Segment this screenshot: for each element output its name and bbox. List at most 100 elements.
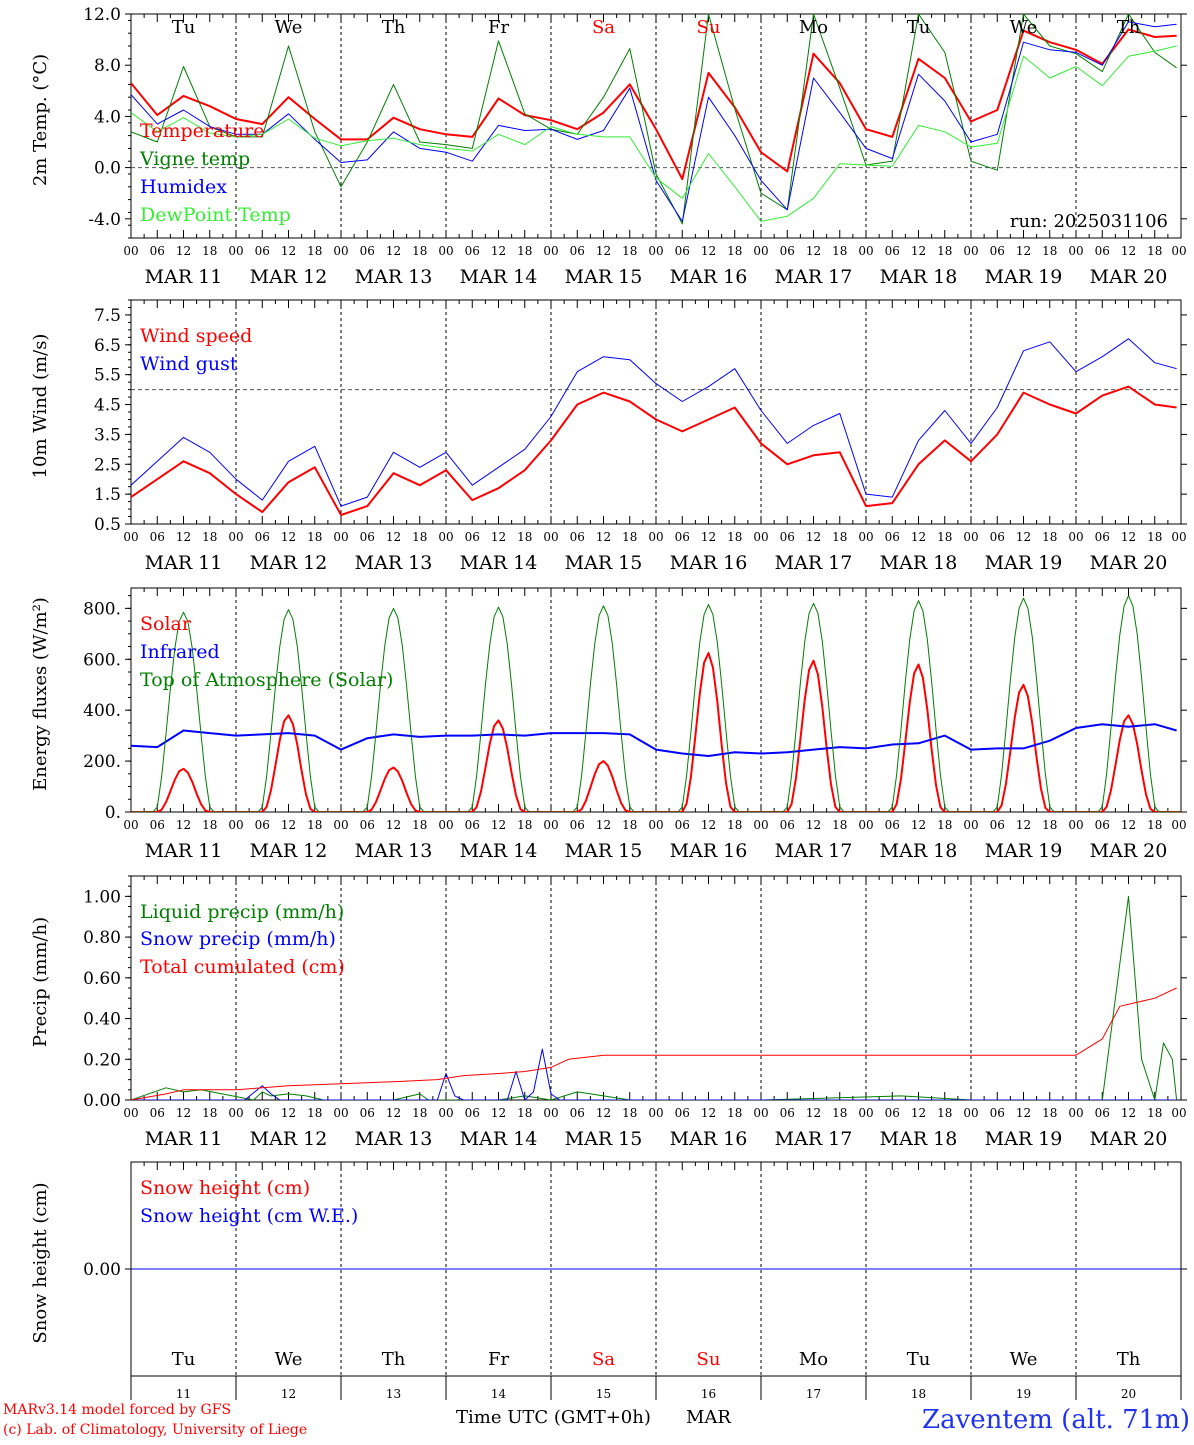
hour-tick-label: 12	[806, 1106, 821, 1120]
weekday-label: Fr	[488, 1349, 509, 1370]
hour-tick-label: 00	[858, 818, 873, 832]
legend-entry: Vigne temp	[139, 148, 250, 170]
y-axis-title: 2m Temp. (°C)	[30, 54, 51, 186]
hour-tick-label: 00	[648, 244, 663, 258]
date-label: MAR 18	[880, 1128, 958, 1150]
series-line-wind-speed	[131, 385, 1177, 516]
hour-tick-label: 00	[648, 1106, 663, 1120]
panel-5: 0.00 Snow height (cm) Snow height (cm) Snow…	[30, 1161, 1187, 1401]
day-number-label: 14	[491, 1387, 507, 1401]
y-tick-label: 0.5	[94, 515, 121, 535]
hour-tick-label: 00	[858, 244, 873, 258]
day-number-label: 12	[281, 1387, 296, 1401]
hour-tick-label: 00	[1068, 818, 1083, 832]
date-label: MAR 14	[460, 552, 538, 574]
hour-tick-label: 18	[202, 530, 217, 544]
hour-tick-label: 18	[622, 1106, 637, 1120]
hour-tick-label: 00	[753, 1106, 768, 1120]
hour-tick-label: 12	[176, 1106, 191, 1120]
date-label: MAR 20	[1090, 840, 1168, 862]
hour-tick-label: 06	[1095, 818, 1110, 832]
series-group	[131, 895, 1178, 1100]
y-tick-label: 8.0	[94, 56, 121, 76]
hour-tick-label: 12	[806, 244, 821, 258]
hour-tick-label: 06	[885, 818, 900, 832]
hour-tick-label: 18	[937, 530, 952, 544]
date-label: MAR 17	[775, 1128, 853, 1150]
panel-3: 800. 600. 400. 200. 0. Energy fluxes (W/m²) So…	[30, 587, 1187, 862]
hour-tick-label: 06	[150, 244, 165, 258]
date-label: MAR 19	[985, 840, 1063, 862]
y-tick-label: 200.	[83, 752, 121, 772]
series-group	[131, 595, 1181, 812]
legend-entry: Snow height (cm)	[140, 1177, 310, 1199]
hour-tick-label: 12	[281, 818, 296, 832]
hour-tick-label: 00	[438, 530, 453, 544]
y-tick-label: 7.5	[94, 306, 121, 326]
hour-tick-label: 12	[491, 1106, 506, 1120]
weekday-label: Th	[382, 1349, 406, 1370]
day-number-label: 16	[701, 1387, 716, 1401]
y-tick-label: 5.5	[94, 366, 121, 386]
legend-entry: Top of Atmosphere (Solar)	[140, 669, 393, 691]
date-label: MAR 13	[355, 840, 433, 862]
weekday-label: Tu	[172, 1349, 196, 1370]
day-number-label: 18	[911, 1387, 926, 1401]
legend-entry: DewPoint Temp	[140, 204, 291, 226]
hour-tick-label: 00	[333, 530, 348, 544]
legend-entry: Snow precip (mm/h)	[140, 928, 336, 950]
hour-tick-label: 18	[727, 530, 742, 544]
date-label: MAR 20	[1090, 552, 1168, 574]
hour-tick-label: 18	[517, 530, 532, 544]
plot-frame	[130, 299, 1182, 525]
hour-tick-label: 12	[701, 818, 716, 832]
hour-tick-label: 12	[701, 244, 716, 258]
hour-tick-label: 18	[832, 818, 847, 832]
hour-tick-label: 18	[202, 1106, 217, 1120]
hour-tick-label: 06	[570, 818, 585, 832]
hour-tick-label: 18	[517, 1106, 532, 1120]
y-tick-label: 12.0	[83, 5, 121, 25]
date-label: MAR 18	[880, 266, 958, 288]
hour-tick-label: 06	[255, 530, 270, 544]
hour-tick-label: 12	[1016, 818, 1031, 832]
hour-tick-label: 06	[465, 244, 480, 258]
panel-4: 1.00 0.80 0.60 0.40 0.20 0.00 Precip (mm/h) Liq…	[30, 875, 1187, 1150]
y-tick-label: 4.5	[94, 396, 121, 416]
hour-tick-label: 12	[911, 1106, 926, 1120]
legend-entry: Snow height (cm W.E.)	[140, 1205, 358, 1227]
weekday-label: Th	[1117, 17, 1141, 38]
weekday-label: We	[1010, 17, 1038, 38]
hour-tick-label: 18	[832, 244, 847, 258]
hour-tick-label: 06	[570, 1106, 585, 1120]
hour-tick-label: 06	[780, 818, 795, 832]
date-label: MAR 13	[355, 1128, 433, 1150]
weekday-label: Tu	[172, 17, 196, 38]
hour-tick-label: 12	[596, 244, 611, 258]
hour-tick-label: 06	[465, 530, 480, 544]
hour-tick-label: 12	[701, 530, 716, 544]
hour-tick-label: 18	[412, 244, 427, 258]
hour-tick-label: 00	[228, 530, 243, 544]
hour-tick-label: 06	[675, 1106, 690, 1120]
hour-tick-label: 12	[176, 530, 191, 544]
weekday-label: Tu	[907, 17, 931, 38]
legend-entry: Total cumulated (cm)	[140, 956, 345, 978]
hour-tick-label: 00	[963, 244, 978, 258]
hour-tick-label: 06	[1095, 244, 1110, 258]
weekday-label: We	[1010, 1349, 1038, 1370]
date-label: MAR 16	[670, 266, 748, 288]
hour-tick-label: 06	[885, 530, 900, 544]
hour-tick-label: 12	[176, 818, 191, 832]
hour-tick-label: 12	[806, 530, 821, 544]
weekday-label: Fr	[488, 17, 509, 38]
weekday-label: Sa	[592, 17, 615, 38]
hour-tick-label: 12	[1121, 530, 1136, 544]
day-number-label: 13	[386, 1387, 401, 1401]
hour-tick-label: 00	[753, 244, 768, 258]
hour-tick-label: 06	[360, 244, 375, 258]
day-number-label: 17	[806, 1387, 821, 1401]
hour-tick-label: 06	[255, 244, 270, 258]
month-label: MAR	[686, 1407, 731, 1428]
date-label: MAR 19	[985, 1128, 1063, 1150]
